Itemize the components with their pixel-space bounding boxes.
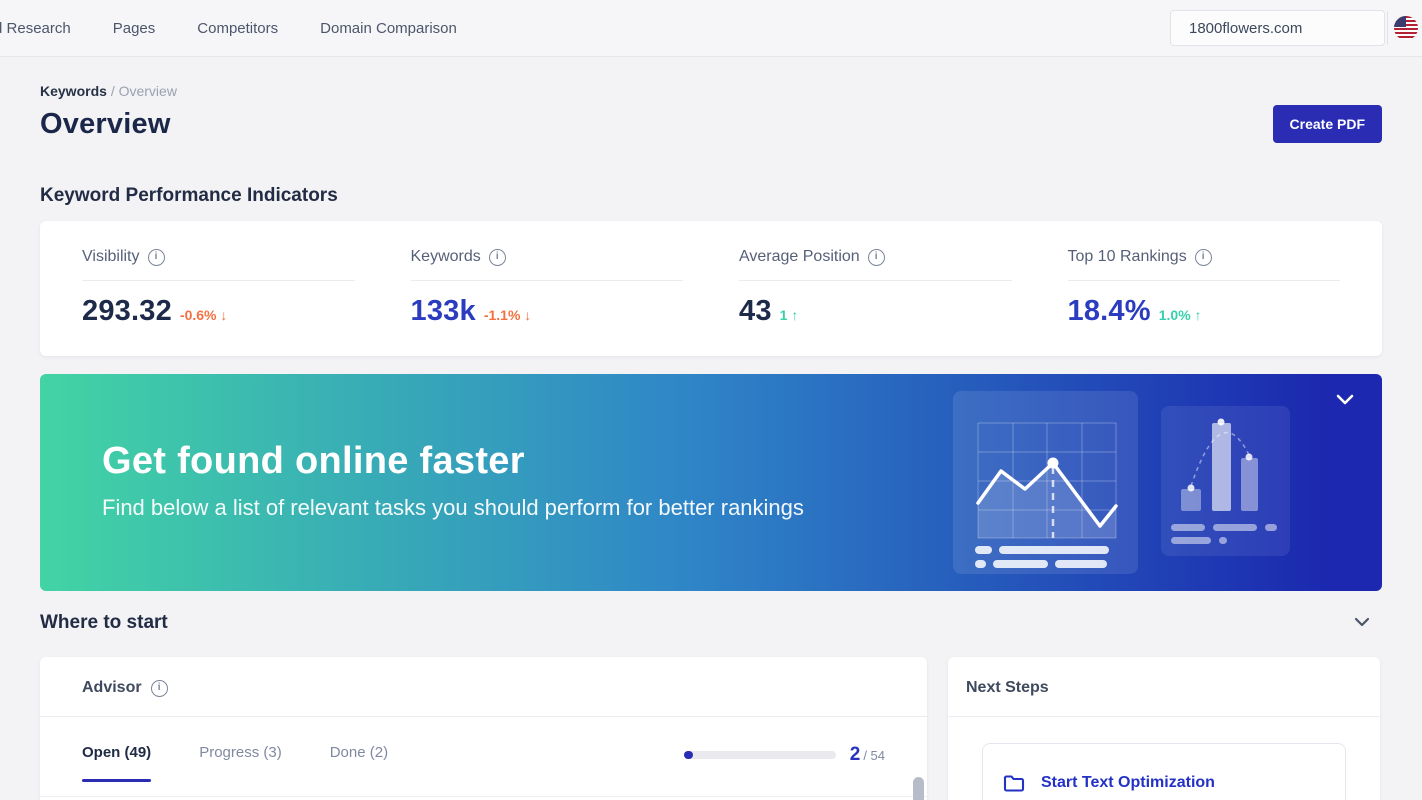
kpi-section-heading: Keyword Performance Indicators bbox=[40, 185, 338, 206]
divider bbox=[739, 280, 1012, 281]
kpi-value: 293.32 bbox=[82, 295, 172, 327]
line-chart-illustration bbox=[953, 391, 1138, 574]
domain-selector-value: 1800flowers.com bbox=[1189, 19, 1303, 37]
progress-bar-fill bbox=[683, 751, 693, 759]
kpi-visibility: Visibility i 293.32 -0.6% ↓ bbox=[82, 248, 411, 356]
kpi-delta-value: -0.6% bbox=[179, 307, 217, 323]
advisor-progress: 2/ 54 bbox=[683, 744, 885, 782]
info-icon[interactable]: i bbox=[1194, 248, 1212, 266]
divider bbox=[82, 280, 355, 281]
create-pdf-button[interactable]: Create PDF bbox=[1272, 105, 1382, 143]
kpi-label: Top 10 Rankings bbox=[1067, 248, 1187, 265]
trend-up-icon: ↑ bbox=[1194, 307, 1202, 323]
progress-count: 2/ 54 bbox=[850, 744, 885, 766]
info-icon[interactable]: i bbox=[147, 248, 165, 266]
tab-progress[interactable]: Progress (3) bbox=[199, 744, 282, 761]
advisor-card: Advisor i Open (49) Progress (3) Done (2… bbox=[40, 657, 927, 800]
advisor-body: Open (49) Progress (3) Done (2) 2/ 54 bbox=[40, 717, 927, 782]
tab-open[interactable]: Open (49) bbox=[82, 744, 152, 782]
advisor-title: Advisor bbox=[82, 679, 142, 696]
kpi-label: Average Position bbox=[739, 248, 860, 265]
breadcrumb-current: Overview bbox=[118, 83, 177, 99]
info-icon[interactable]: i bbox=[867, 248, 885, 266]
nav-item-domain-comparison[interactable]: Domain Comparison bbox=[320, 19, 457, 37]
banner-subtitle: Find below a list of relevant tasks you … bbox=[102, 495, 804, 520]
kpi-card: Visibility i 293.32 -0.6% ↓ Keywords i 1… bbox=[40, 221, 1382, 356]
kpi-delta: -0.6% ↓ bbox=[180, 307, 227, 323]
bottom-cards-row: Advisor i Open (49) Progress (3) Done (2… bbox=[40, 657, 1382, 800]
kpi-average-position: Average Position i 43 1 ↑ bbox=[739, 248, 1068, 356]
progress-total: / 54 bbox=[863, 748, 885, 763]
next-steps-card: Next Steps Start Text Optimization bbox=[948, 657, 1380, 800]
tab-done[interactable]: Done (2) bbox=[329, 744, 389, 761]
progress-current: 2 bbox=[849, 744, 861, 765]
next-step-label: Start Text Optimization bbox=[1041, 774, 1215, 791]
main-content: Keywords / Overview Overview Create PDF … bbox=[0, 83, 1422, 800]
title-row: Overview Create PDF bbox=[40, 105, 1382, 143]
trend-down-icon: ↓ bbox=[524, 307, 532, 323]
scrollbar-thumb[interactable] bbox=[913, 777, 924, 800]
breadcrumb: Keywords / Overview bbox=[40, 83, 1382, 99]
divider bbox=[410, 280, 683, 281]
top-navigation: Keyword Research Pages Competitors Domai… bbox=[0, 0, 1422, 57]
page-title: Overview bbox=[40, 107, 171, 140]
where-to-start-row: Where to start bbox=[40, 612, 1382, 634]
kpi-value: 133k bbox=[410, 295, 476, 327]
nav-right-group: 1800flowers.com bbox=[1170, 10, 1422, 46]
bar-chart-illustration bbox=[1161, 406, 1290, 556]
kpi-delta-value: -1.1% bbox=[483, 307, 521, 323]
kpi-value: 18.4% bbox=[1067, 295, 1151, 327]
kpi-keywords: Keywords i 133k -1.1% ↓ bbox=[410, 248, 740, 356]
divider bbox=[948, 716, 1380, 717]
kpi-top10-rankings: Top 10 Rankings i 18.4% 1.0% ↑ bbox=[1067, 248, 1340, 356]
kpi-label: Keywords bbox=[410, 248, 481, 265]
next-steps-title: Next Steps bbox=[966, 679, 1049, 696]
trend-down-icon: ↓ bbox=[220, 307, 228, 323]
banner-text: Get found online faster Find below a lis… bbox=[102, 440, 804, 521]
kpi-delta: -1.1% ↓ bbox=[484, 307, 531, 323]
divider bbox=[1067, 280, 1340, 281]
where-to-start-heading: Where to start bbox=[40, 612, 168, 633]
next-step-start-text-optimization[interactable]: Start Text Optimization bbox=[982, 743, 1346, 800]
divider bbox=[1387, 11, 1388, 45]
nav-item-pages[interactable]: Pages bbox=[112, 19, 156, 37]
info-icon[interactable]: i bbox=[488, 248, 506, 266]
folder-icon bbox=[1003, 775, 1025, 792]
advisor-tabs: Open (49) Progress (3) Done (2) bbox=[82, 744, 388, 782]
domain-selector[interactable]: 1800flowers.com bbox=[1170, 10, 1385, 46]
trend-up-icon: ↑ bbox=[791, 307, 799, 323]
kpi-label: Visibility bbox=[82, 248, 140, 265]
promo-banner: Get found online faster Find below a lis… bbox=[40, 374, 1382, 591]
banner-title: Get found online faster bbox=[102, 440, 525, 482]
breadcrumb-keywords[interactable]: Keywords bbox=[40, 83, 107, 99]
nav-items: Keyword Research Pages Competitors Domai… bbox=[0, 20, 457, 37]
nav-item-competitors[interactable]: Competitors bbox=[197, 19, 279, 37]
kpi-delta: 1.0% ↑ bbox=[1159, 307, 1202, 323]
info-icon[interactable]: i bbox=[150, 679, 168, 697]
country-selector[interactable] bbox=[1388, 16, 1422, 40]
divider bbox=[40, 716, 927, 717]
breadcrumb-separator: / bbox=[110, 83, 115, 99]
kpi-delta: 1 ↑ bbox=[780, 307, 799, 323]
progress-bar bbox=[683, 751, 836, 759]
us-flag-icon bbox=[1394, 16, 1418, 40]
section-collapse-chevron-icon[interactable] bbox=[1354, 614, 1370, 632]
advisor-header: Advisor i bbox=[40, 657, 927, 716]
kpi-value: 43 bbox=[739, 295, 772, 327]
nav-item-keyword-research[interactable]: Keyword Research bbox=[0, 19, 71, 37]
next-steps-body: Start Text Optimization bbox=[948, 717, 1380, 800]
kpi-delta-value: 1.0% bbox=[1158, 307, 1191, 323]
kpi-delta-value: 1 bbox=[779, 307, 788, 323]
banner-collapse-chevron-icon[interactable] bbox=[1336, 392, 1354, 410]
divider bbox=[40, 796, 927, 797]
